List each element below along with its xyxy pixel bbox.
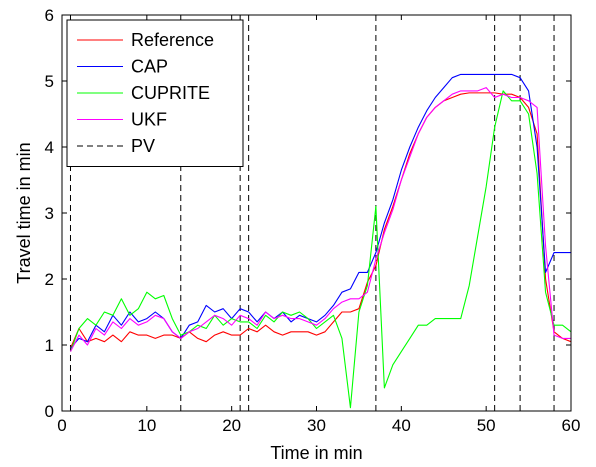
y-tick-label-2: 2 <box>45 270 54 289</box>
x-tick-label-6: 60 <box>562 416 581 435</box>
x-tick-label-2: 20 <box>222 416 241 435</box>
series-line-cuprite <box>69 90 572 409</box>
x-tick-label-1: 10 <box>137 416 156 435</box>
y-tick-label-5: 5 <box>45 72 54 91</box>
y-tick-label-0: 0 <box>45 402 54 421</box>
y-tick-label-4: 4 <box>45 138 54 157</box>
legend-label-ukf: UKF <box>131 110 167 130</box>
series-line-reference <box>69 92 572 349</box>
legend: Reference CAP CUPRITE UKF PV <box>66 19 244 167</box>
y-axis-ticks: 0 1 2 3 4 5 6 <box>45 6 571 421</box>
x-axis-label: Time in min <box>270 443 362 463</box>
y-tick-label-3: 3 <box>45 204 54 223</box>
series-layer <box>69 73 572 409</box>
x-tick-label-3: 30 <box>307 416 326 435</box>
legend-label-cuprite: CUPRITE <box>131 83 210 103</box>
x-tick-label-4: 40 <box>392 416 411 435</box>
legend-label-reference: Reference <box>131 30 214 50</box>
y-axis-label: Travel time in min <box>14 142 34 283</box>
x-axis-ticks: 0 10 20 30 40 50 60 <box>57 15 580 435</box>
x-tick-label-5: 50 <box>477 416 496 435</box>
y-tick-label-6: 6 <box>45 6 54 25</box>
legend-label-cap: CAP <box>131 57 168 77</box>
y-tick-label-1: 1 <box>45 336 54 355</box>
series-line-cap <box>70 73 571 349</box>
legend-label-pv: PV <box>131 136 155 156</box>
series-line-ukf <box>69 87 571 352</box>
x-tick-label-0: 0 <box>57 416 66 435</box>
